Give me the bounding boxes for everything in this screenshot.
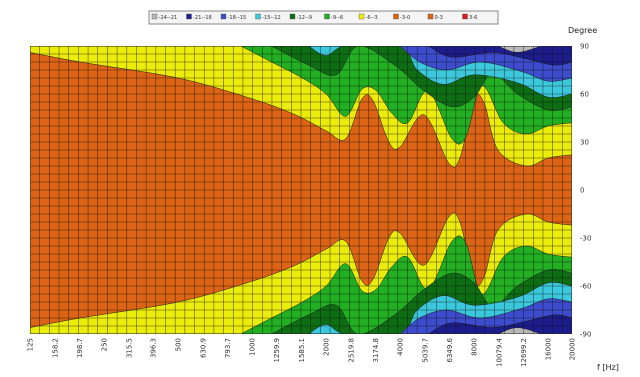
- x-tick-label: 20000: [569, 338, 577, 360]
- legend-label: -12--9: [297, 15, 313, 21]
- legend-label: -3-0: [400, 15, 410, 21]
- legend-label: -21--18: [193, 15, 212, 21]
- legend-swatch: [186, 13, 192, 20]
- legend-swatch: [358, 13, 365, 20]
- legend-frame: [148, 10, 499, 25]
- legend-swatch: [324, 13, 330, 20]
- legend-swatch: [220, 13, 227, 20]
- legend-entry: -6--3: [358, 13, 378, 21]
- band--21-18-bottom: [427, 314, 572, 334]
- legend-label: 0-3: [435, 15, 443, 21]
- x-tick-label: 16000: [545, 338, 553, 360]
- legend-entry: -9--6: [324, 13, 343, 21]
- legend-entry: -18--15: [220, 13, 247, 21]
- plot-area: [30, 46, 572, 334]
- x-axis-title: f [Hz]: [597, 363, 619, 372]
- legend-entry: -3-0: [393, 13, 410, 21]
- x-tick-label: 158.2: [52, 338, 60, 358]
- x-tick-label: 250: [101, 338, 109, 351]
- x-tick-label: 793.7: [224, 338, 232, 358]
- legend-entry: -15--12: [255, 13, 281, 21]
- legend-entry: -12--9: [289, 13, 313, 21]
- x-tick-label: 396.3: [150, 338, 158, 358]
- x-tick-label: 630.9: [199, 338, 207, 358]
- y-tick-label: -60: [580, 283, 591, 291]
- x-tick-label: 500: [175, 338, 183, 351]
- x-tick-label: 5039.7: [421, 338, 429, 363]
- legend-entry: 0-3: [427, 13, 443, 21]
- x-tick-label: 8000: [471, 338, 479, 356]
- legend-swatch: [289, 13, 296, 20]
- x-tick-label: 4000: [397, 338, 405, 356]
- legend-swatch: [427, 13, 434, 20]
- legend: -24--21 -21--18 -18--15 -15--12 -12--9 -9--6 -…: [148, 10, 499, 25]
- y-tick-label: -90: [580, 331, 591, 339]
- band--21-18-top: [427, 46, 572, 66]
- legend-label: -18--15: [228, 15, 247, 21]
- y-tick-label: 30: [580, 139, 589, 147]
- legend-label: -15--12: [262, 15, 281, 21]
- x-tick-label: 1000: [249, 338, 257, 356]
- legend-swatch: [393, 13, 399, 20]
- y-axis-title: Degree: [568, 26, 597, 35]
- legend-entry: -21--18: [186, 13, 212, 21]
- x-tick-label: 2000: [323, 338, 331, 356]
- y-tick-label: 90: [580, 43, 589, 51]
- grid: [30, 46, 572, 334]
- y-tick-label: 0: [580, 187, 584, 195]
- legend-swatch: [255, 13, 261, 20]
- legend-swatch: [151, 13, 158, 20]
- x-tick-label: 315.5: [125, 338, 133, 358]
- x-tick-label: 1585.1: [298, 338, 306, 363]
- x-tick-label: 12699.2: [520, 338, 528, 367]
- x-tick-label: 198.7: [76, 338, 84, 358]
- y-tick-label: -30: [580, 235, 591, 243]
- x-tick-label: 3174.8: [372, 338, 380, 363]
- legend-entry: -24--21: [151, 13, 178, 21]
- y-tick-label: 60: [580, 91, 589, 99]
- x-tick-label: 1259.9: [273, 338, 281, 363]
- x-tick-label: 10079.4: [495, 337, 503, 366]
- legend-label: -6--3: [366, 15, 378, 21]
- legend-label: 3-6: [469, 15, 477, 21]
- legend-swatch: [462, 13, 468, 20]
- legend-label: -9--6: [331, 15, 343, 21]
- x-tick-label: 2519.8: [347, 338, 355, 363]
- x-tick-labels: 125 158.2 198.7 250 315.5 396.3 500 630.9 793.7 1…: [27, 337, 577, 366]
- legend-label: -24--21: [159, 15, 178, 21]
- y-tick-labels: 90 60 30 0 -30 -60 -90: [580, 43, 591, 339]
- x-tick-label: 125: [27, 338, 35, 351]
- legend-entry: 3-6: [462, 13, 477, 21]
- x-tick-label: 6349.6: [446, 337, 454, 362]
